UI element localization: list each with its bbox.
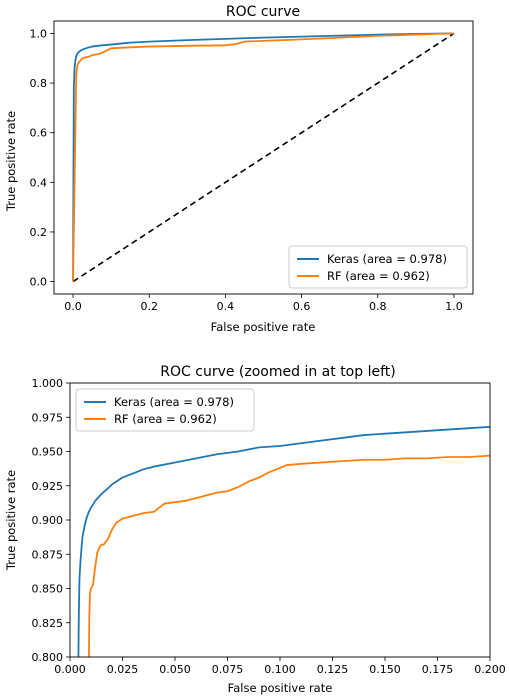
x-tick-label: 0.200: [474, 663, 506, 676]
series-line-rf: [72, 32, 454, 282]
x-tick-label: 0.150: [369, 663, 401, 676]
plot-area: 0.0 0.2 0.4 0.6 0.8 1.0 0.0 0.2 0.4 0.6 0.8 1.0 Kera…: [30, 20, 474, 313]
y-tick-label: 1.0: [30, 27, 48, 40]
chart-title: ROC curve: [226, 4, 300, 20]
y-tick-label: 0.800: [32, 651, 64, 664]
y-tick-label: 0.2: [30, 226, 48, 239]
y-tick-label: 0.875: [32, 548, 64, 561]
roc-zoomed-chart: ROC curve (zoomed in at top left) 0.000 0…: [4, 364, 506, 695]
legend-entry-label: Keras (area = 0.978): [327, 252, 447, 266]
x-tick-label: 0.8: [369, 300, 387, 313]
chart-title: ROC curve (zoomed in at top left): [160, 364, 395, 380]
x-tick-label: 0.050: [159, 663, 191, 676]
y-tick-label: 0.4: [30, 176, 48, 189]
x-tick-label: 0.175: [422, 663, 454, 676]
y-tick-label: 0.975: [32, 411, 64, 424]
y-tick-label: 0.950: [32, 446, 64, 459]
legend-box: [288, 245, 468, 289]
x-tick-label: 0.125: [317, 663, 349, 676]
axes-frame: [53, 20, 474, 295]
legend-entry-label: Keras (area = 0.978): [114, 395, 234, 409]
x-tick-label: 0.2: [140, 300, 158, 313]
y-tick-label: 0.825: [32, 617, 64, 630]
y-tick-label: 0.0: [30, 276, 48, 289]
series-line-rf: [88, 454, 490, 657]
y-tick-label: 0.900: [32, 514, 64, 527]
y-tick-label: 1.000: [32, 377, 64, 390]
legend: Keras (area = 0.978) RF (area = 0.962): [288, 245, 468, 289]
y-tick-label: 0.6: [30, 127, 48, 140]
x-axis-label: False positive rate: [228, 681, 333, 695]
y-axis-label: True positive rate: [4, 111, 18, 212]
y-tick-label: 0.925: [32, 480, 64, 493]
legend-entry-label: RF (area = 0.962): [327, 269, 430, 283]
legend: Keras (area = 0.978) RF (area = 0.962): [75, 388, 255, 432]
series-line-keras: [77, 425, 490, 657]
x-tick-label: 0.6: [293, 300, 311, 313]
x-tick-label: 1.0: [445, 300, 463, 313]
legend-box: [75, 388, 255, 432]
x-tick-label: 0.000: [54, 663, 86, 676]
plot-area: 0.000 0.025 0.050 0.075 0.100 0.125 0.150 0.175…: [32, 377, 506, 676]
series-line-keras: [72, 32, 454, 282]
x-tick-label: 0.100: [264, 663, 296, 676]
x-tick-label: 0.0: [64, 300, 82, 313]
y-axis-label: True positive rate: [4, 470, 18, 571]
legend-entry-label: RF (area = 0.962): [114, 412, 217, 426]
y-tick-label: 0.8: [30, 77, 48, 90]
x-tick-label: 0.4: [217, 300, 235, 313]
x-axis-label: False positive rate: [211, 320, 316, 334]
roc-chart: ROC curve 0.0 0.2 0.4 0.6 0.8 1.0 0.0 0.2 0.4 0.6…: [4, 4, 474, 334]
y-tick-label: 0.850: [32, 583, 64, 596]
chance-diagonal-line: [72, 32, 455, 283]
x-tick-label: 0.075: [212, 663, 244, 676]
x-tick-label: 0.025: [107, 663, 139, 676]
